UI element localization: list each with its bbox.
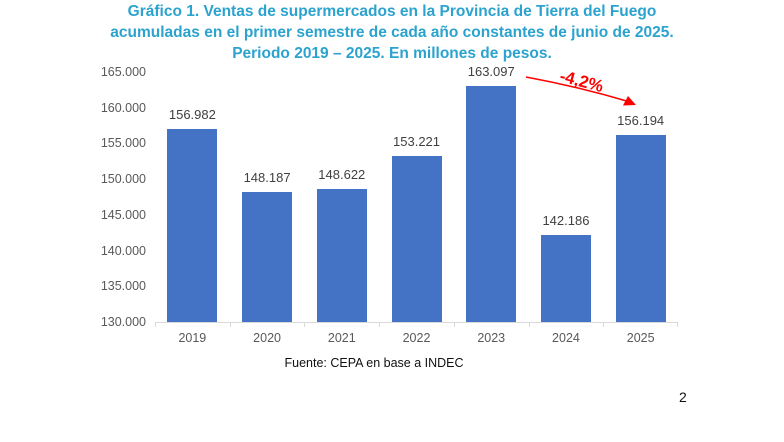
bar-slot: 153.221 2022 [379,72,454,345]
y-axis-label: 160.000 [100,100,146,115]
x-axis-label: 2020 [253,331,281,345]
y-axis-label: 135.000 [100,279,146,294]
y-axis-label: 150.000 [100,172,146,187]
axis-tick-mark [304,322,306,327]
axis-tick-mark [155,322,156,327]
chart-title-line-2: acumuladas en el primer semestre de cada… [110,24,674,41]
bar-value-label: 148.622 [318,167,366,182]
x-axis-label: 2019 [178,331,207,345]
axis-tick-mark [528,322,530,327]
axis-tick-mark [453,322,455,327]
bar [466,85,517,322]
bar-chart-plot-area: 156.982 2019 148.187 2020 148.622 2021 153.221… [155,64,678,345]
x-axis-label: 2025 [626,331,655,345]
source-note: Fuente: CEPA en base a INDEC [284,356,464,370]
axis-tick-mark [603,322,605,327]
x-axis-label: 2021 [327,331,356,345]
bar-value-label: 153.221 [393,134,441,150]
y-axis-label: 155.000 [100,136,146,151]
bar [615,134,666,322]
bar-slot: 148.187 2020 [230,72,305,345]
bar-value-label: 156.194 [617,112,665,128]
x-axis-label: 2023 [477,331,506,345]
y-axis-label: 130.000 [100,315,146,329]
y-axis-label: 165.000 [100,65,146,79]
axis-tick-mark [677,322,678,327]
decline-arrow-icon [525,76,636,106]
y-axis-label: 145.000 [100,207,146,222]
bar-slot: 148.622 2021 [304,72,379,345]
bar-value-label: 142.186 [542,212,590,228]
bar-slot: 156.982 2019 [155,72,230,345]
bar-value-label: 163.097 [467,63,515,79]
bar [316,189,367,322]
bar [242,192,293,322]
y-axis: 165.000 160.000 155.000 150.000 145.000 140.0… [88,65,146,329]
chart-title-line-3: Periodo 2019 – 2025. En millones de peso… [232,45,552,62]
axis-tick-mark [229,322,231,327]
bar [391,156,442,322]
x-axis-label: 2022 [402,331,431,345]
page-number: 2 [679,389,687,405]
chart-title-line-1: Gráfico 1. Ventas de supermercados en la… [127,3,657,20]
bar [167,129,218,322]
bar-slot: 156.194 2025 [603,72,678,345]
chart-title: Gráfico 1. Ventas de supermercados en la… [0,1,784,64]
bar-value-label: 148.187 [243,170,291,186]
bar [540,234,591,322]
axis-tick-mark [379,322,381,327]
y-axis-label: 140.000 [100,243,146,258]
bar-value-label: 156.982 [168,107,216,123]
bar-slot: 163.097 2023 [454,64,529,345]
bar-slot: 142.186 2024 [529,72,604,345]
x-axis-label: 2024 [552,331,580,345]
